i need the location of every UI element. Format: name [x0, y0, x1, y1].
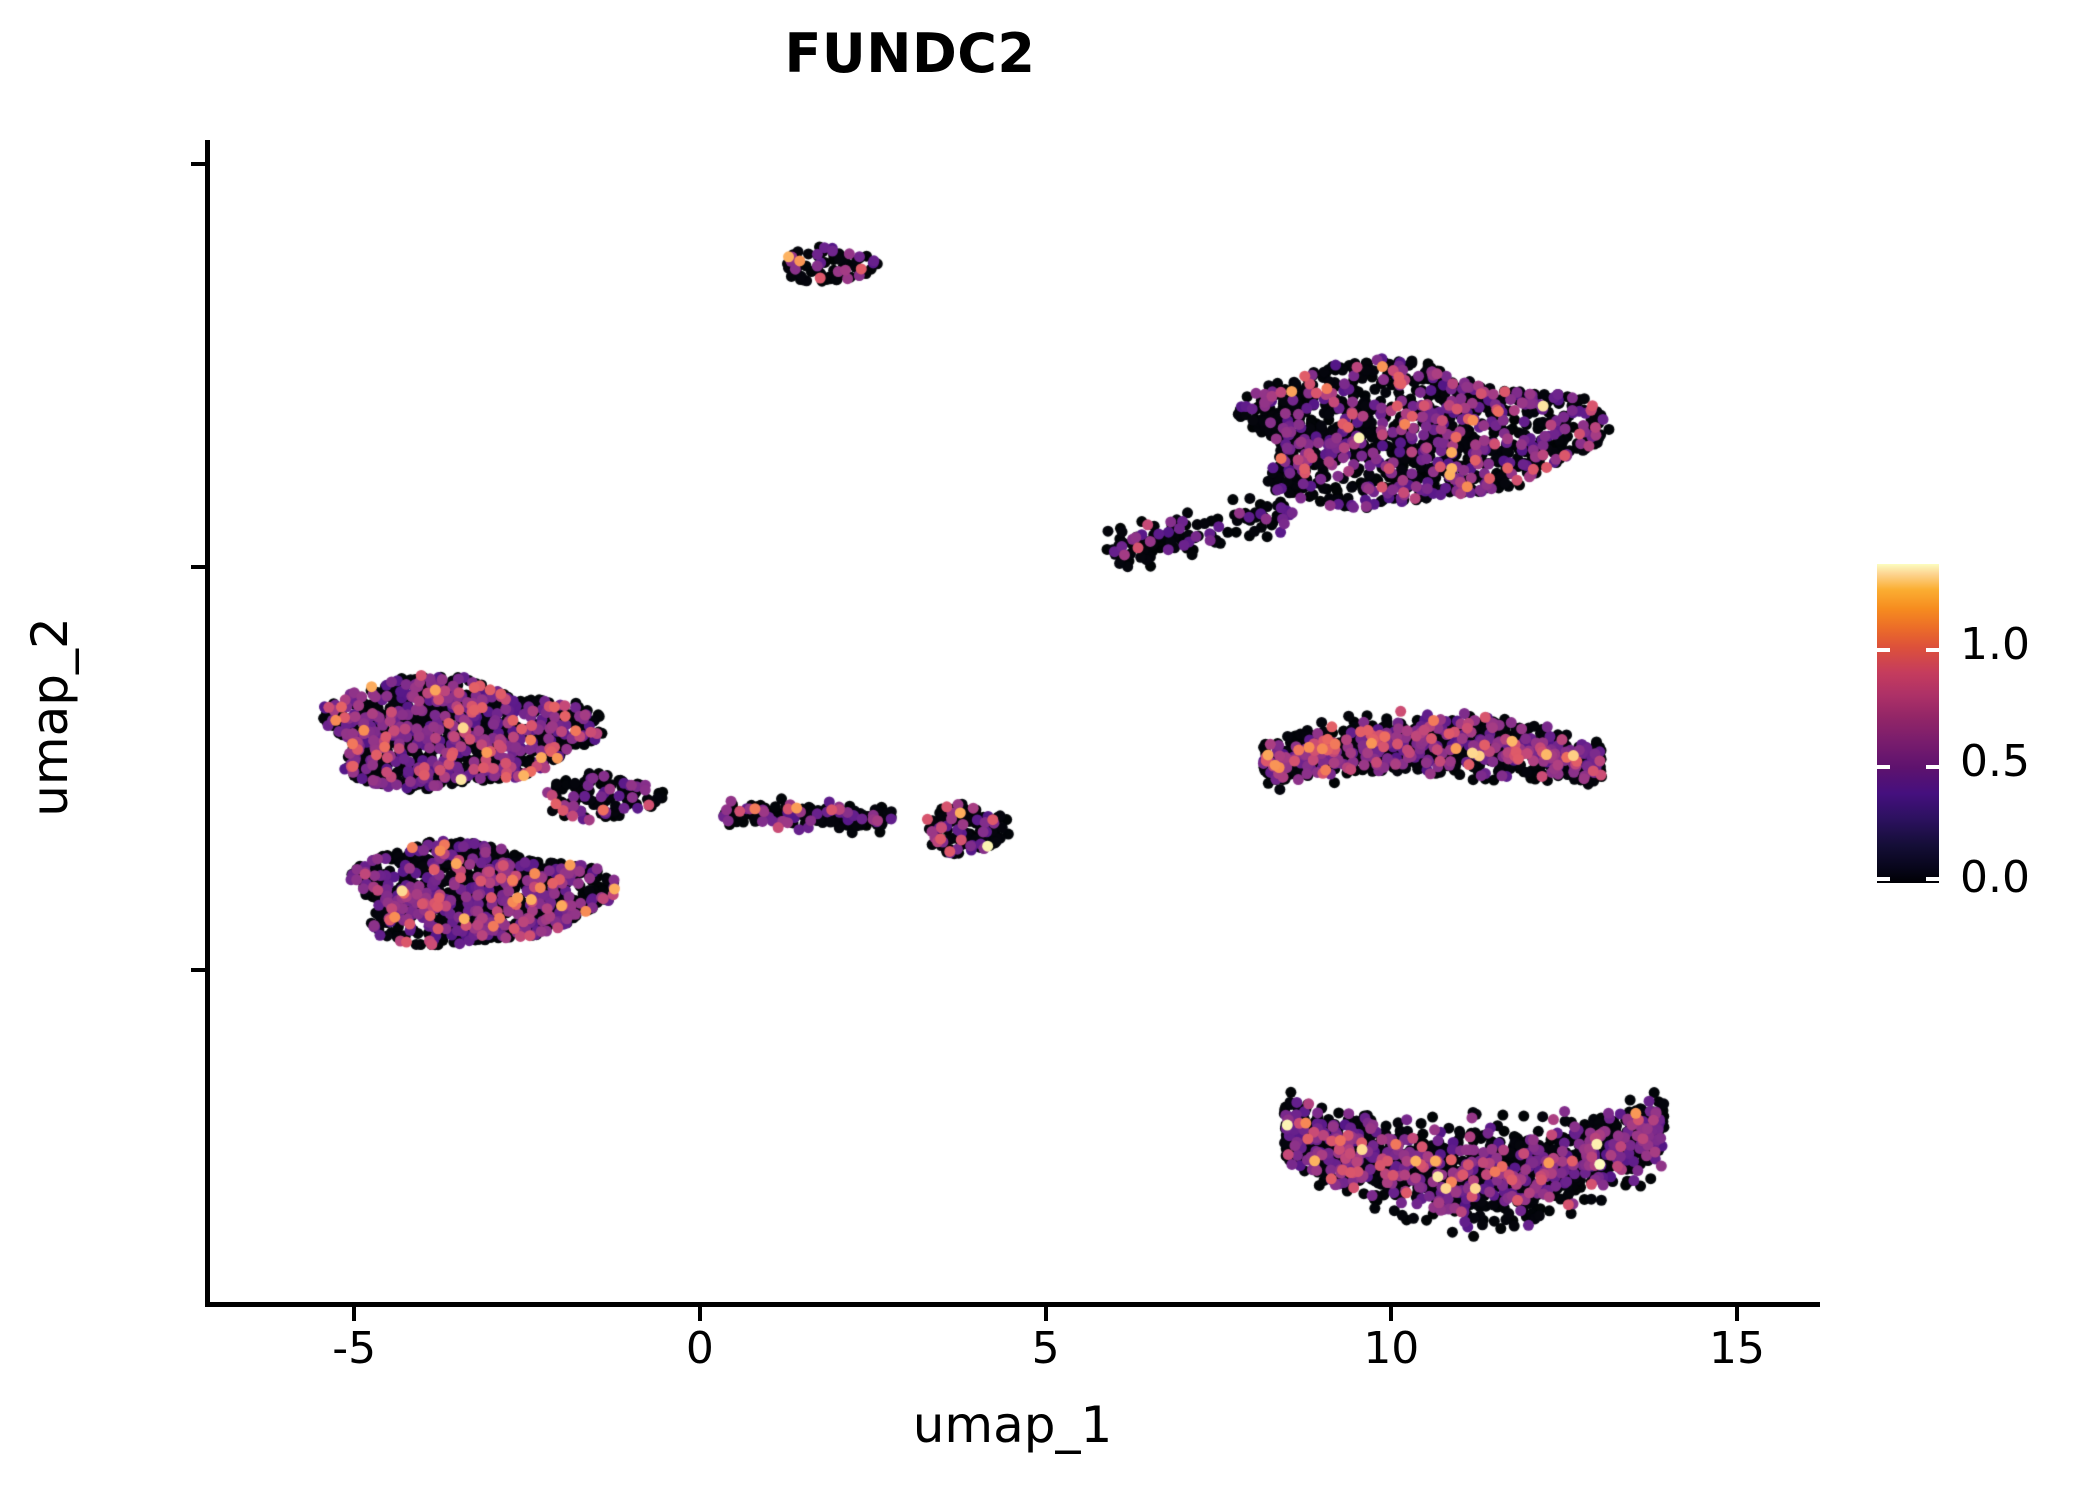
x-tick-label: -5 — [332, 1323, 377, 1374]
y-tick-mark — [191, 162, 205, 167]
colorbar-tick-mark — [1926, 648, 1939, 653]
colorbar-tick-mark — [1877, 648, 1890, 653]
x-axis-label: umap_1 — [912, 1396, 1113, 1454]
x-tick-mark — [697, 1307, 702, 1321]
x-tick-mark — [1043, 1307, 1048, 1321]
x-tick-label: 15 — [1709, 1323, 1766, 1374]
page-title: FUNDC2 — [784, 22, 1036, 85]
colorbar-tick-mark — [1877, 877, 1890, 881]
colorbar — [1877, 564, 1939, 883]
x-axis-spine — [205, 1302, 1820, 1307]
x-tick-label: 0 — [685, 1323, 714, 1374]
x-tick-mark — [352, 1307, 357, 1321]
x-tick-mark — [1735, 1307, 1740, 1321]
y-tick-mark — [191, 565, 205, 570]
plot-area — [209, 140, 1820, 1305]
colorbar-tick-label: 0.5 — [1960, 735, 2030, 787]
x-tick-label: 5 — [1031, 1323, 1060, 1374]
colorbar-tick-mark — [1926, 764, 1939, 769]
colorbar-tick-mark — [1877, 764, 1890, 769]
colorbar-gradient — [1877, 564, 1939, 883]
x-tick-label: 10 — [1363, 1323, 1420, 1374]
colorbar-tick-mark — [1926, 877, 1939, 881]
colorbar-tick-label: 1.0 — [1960, 619, 2030, 671]
scatter-points-canvas — [209, 140, 1820, 1305]
y-axis-spine — [205, 140, 210, 1307]
colorbar-tick-label: 0.0 — [1960, 852, 2030, 903]
y-axis-label: umap_2 — [21, 617, 79, 817]
y-tick-mark — [191, 968, 205, 973]
x-tick-mark — [1389, 1307, 1394, 1321]
